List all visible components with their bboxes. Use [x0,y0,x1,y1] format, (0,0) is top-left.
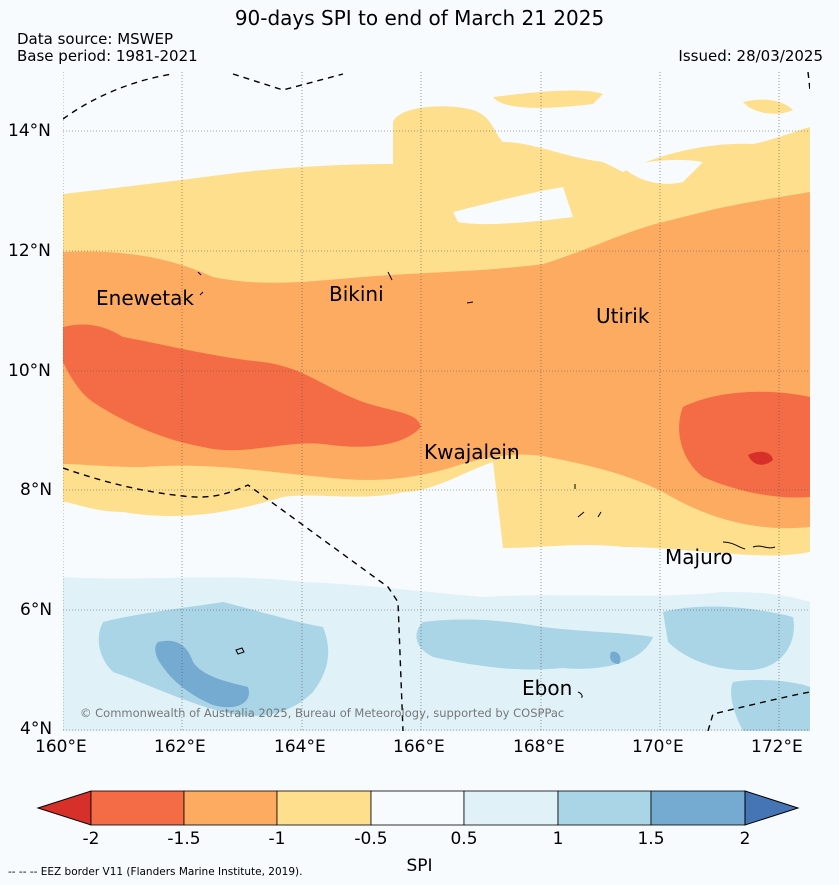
colorbar-segment [650,790,746,826]
lat-label-14n: 14°N [8,121,51,141]
issued-date: Issued: 28/03/2025 [678,47,823,65]
base-period: Base period: 1981-2021 [17,47,198,65]
spi-band-wet-moderate [98,602,810,731]
lon-label-170e: 170°E [632,737,684,757]
colorbar-segment [183,790,278,826]
eez-footnote: -- -- -- EEZ border V11 (Flanders Marine… [8,866,303,878]
spi-band-dry-extreme [748,451,773,465]
label-kwajalein: Kwajalein [424,440,520,464]
lon-label-160e: 160°E [35,737,87,757]
data-source: Data source: MSWEP [17,30,174,48]
label-utirik: Utirik [596,304,650,328]
lon-label-166e: 166°E [393,737,445,757]
lat-label-8n: 8°N [20,480,53,500]
colorbar-extend-high [744,790,800,826]
island-outlines [197,271,776,698]
colorbar-tick: -0.5 [354,829,388,849]
label-ebon: Ebon [522,676,572,700]
map-title: 90-days SPI to end of March 21 2025 [234,6,605,30]
spi-band-wet-severe [155,640,621,708]
graticule [63,72,810,731]
colorbar-tick: 1 [552,829,564,849]
label-bikini: Bikini [329,282,384,306]
spi-map: Enewetak Bikini Utirik Kwajalein Majuro … [63,72,810,731]
label-majuro: Majuro [665,545,733,569]
colorbar-tick: 0.5 [450,829,478,849]
lat-label-4n: 4°N [20,719,53,739]
lon-label-162e: 162°E [154,737,206,757]
colorbar-tick: -2 [82,829,100,849]
colorbar-tick: 1.5 [637,829,665,849]
spi-colorbar [36,790,800,826]
lat-label-12n: 12°N [8,241,51,261]
label-enewetak: Enewetak [96,286,194,310]
spi-band-dry-severe [63,324,810,498]
colorbar-segment [370,790,465,826]
colorbar-extend-low [36,790,92,826]
colorbar-segment [276,790,372,826]
lat-label-10n: 10°N [8,361,51,381]
colorbar-segment [463,790,559,826]
copyright-note: © Commonwealth of Australia 2025, Bureau… [80,706,564,720]
colorbar-segment [557,790,652,826]
lon-label-172e: 172°E [751,737,803,757]
colorbar-segment [90,790,185,826]
lat-label-6n: 6°N [20,600,53,620]
lon-label-168e: 168°E [513,737,565,757]
colorbar-label: SPI [406,856,433,876]
lon-label-164e: 164°E [274,737,326,757]
colorbar-tick: -1.5 [167,829,201,849]
near-normal-holes [453,159,703,225]
colorbar-tick: -1 [268,829,286,849]
colorbar-tick: 2 [739,829,751,849]
eez-border [63,72,810,731]
